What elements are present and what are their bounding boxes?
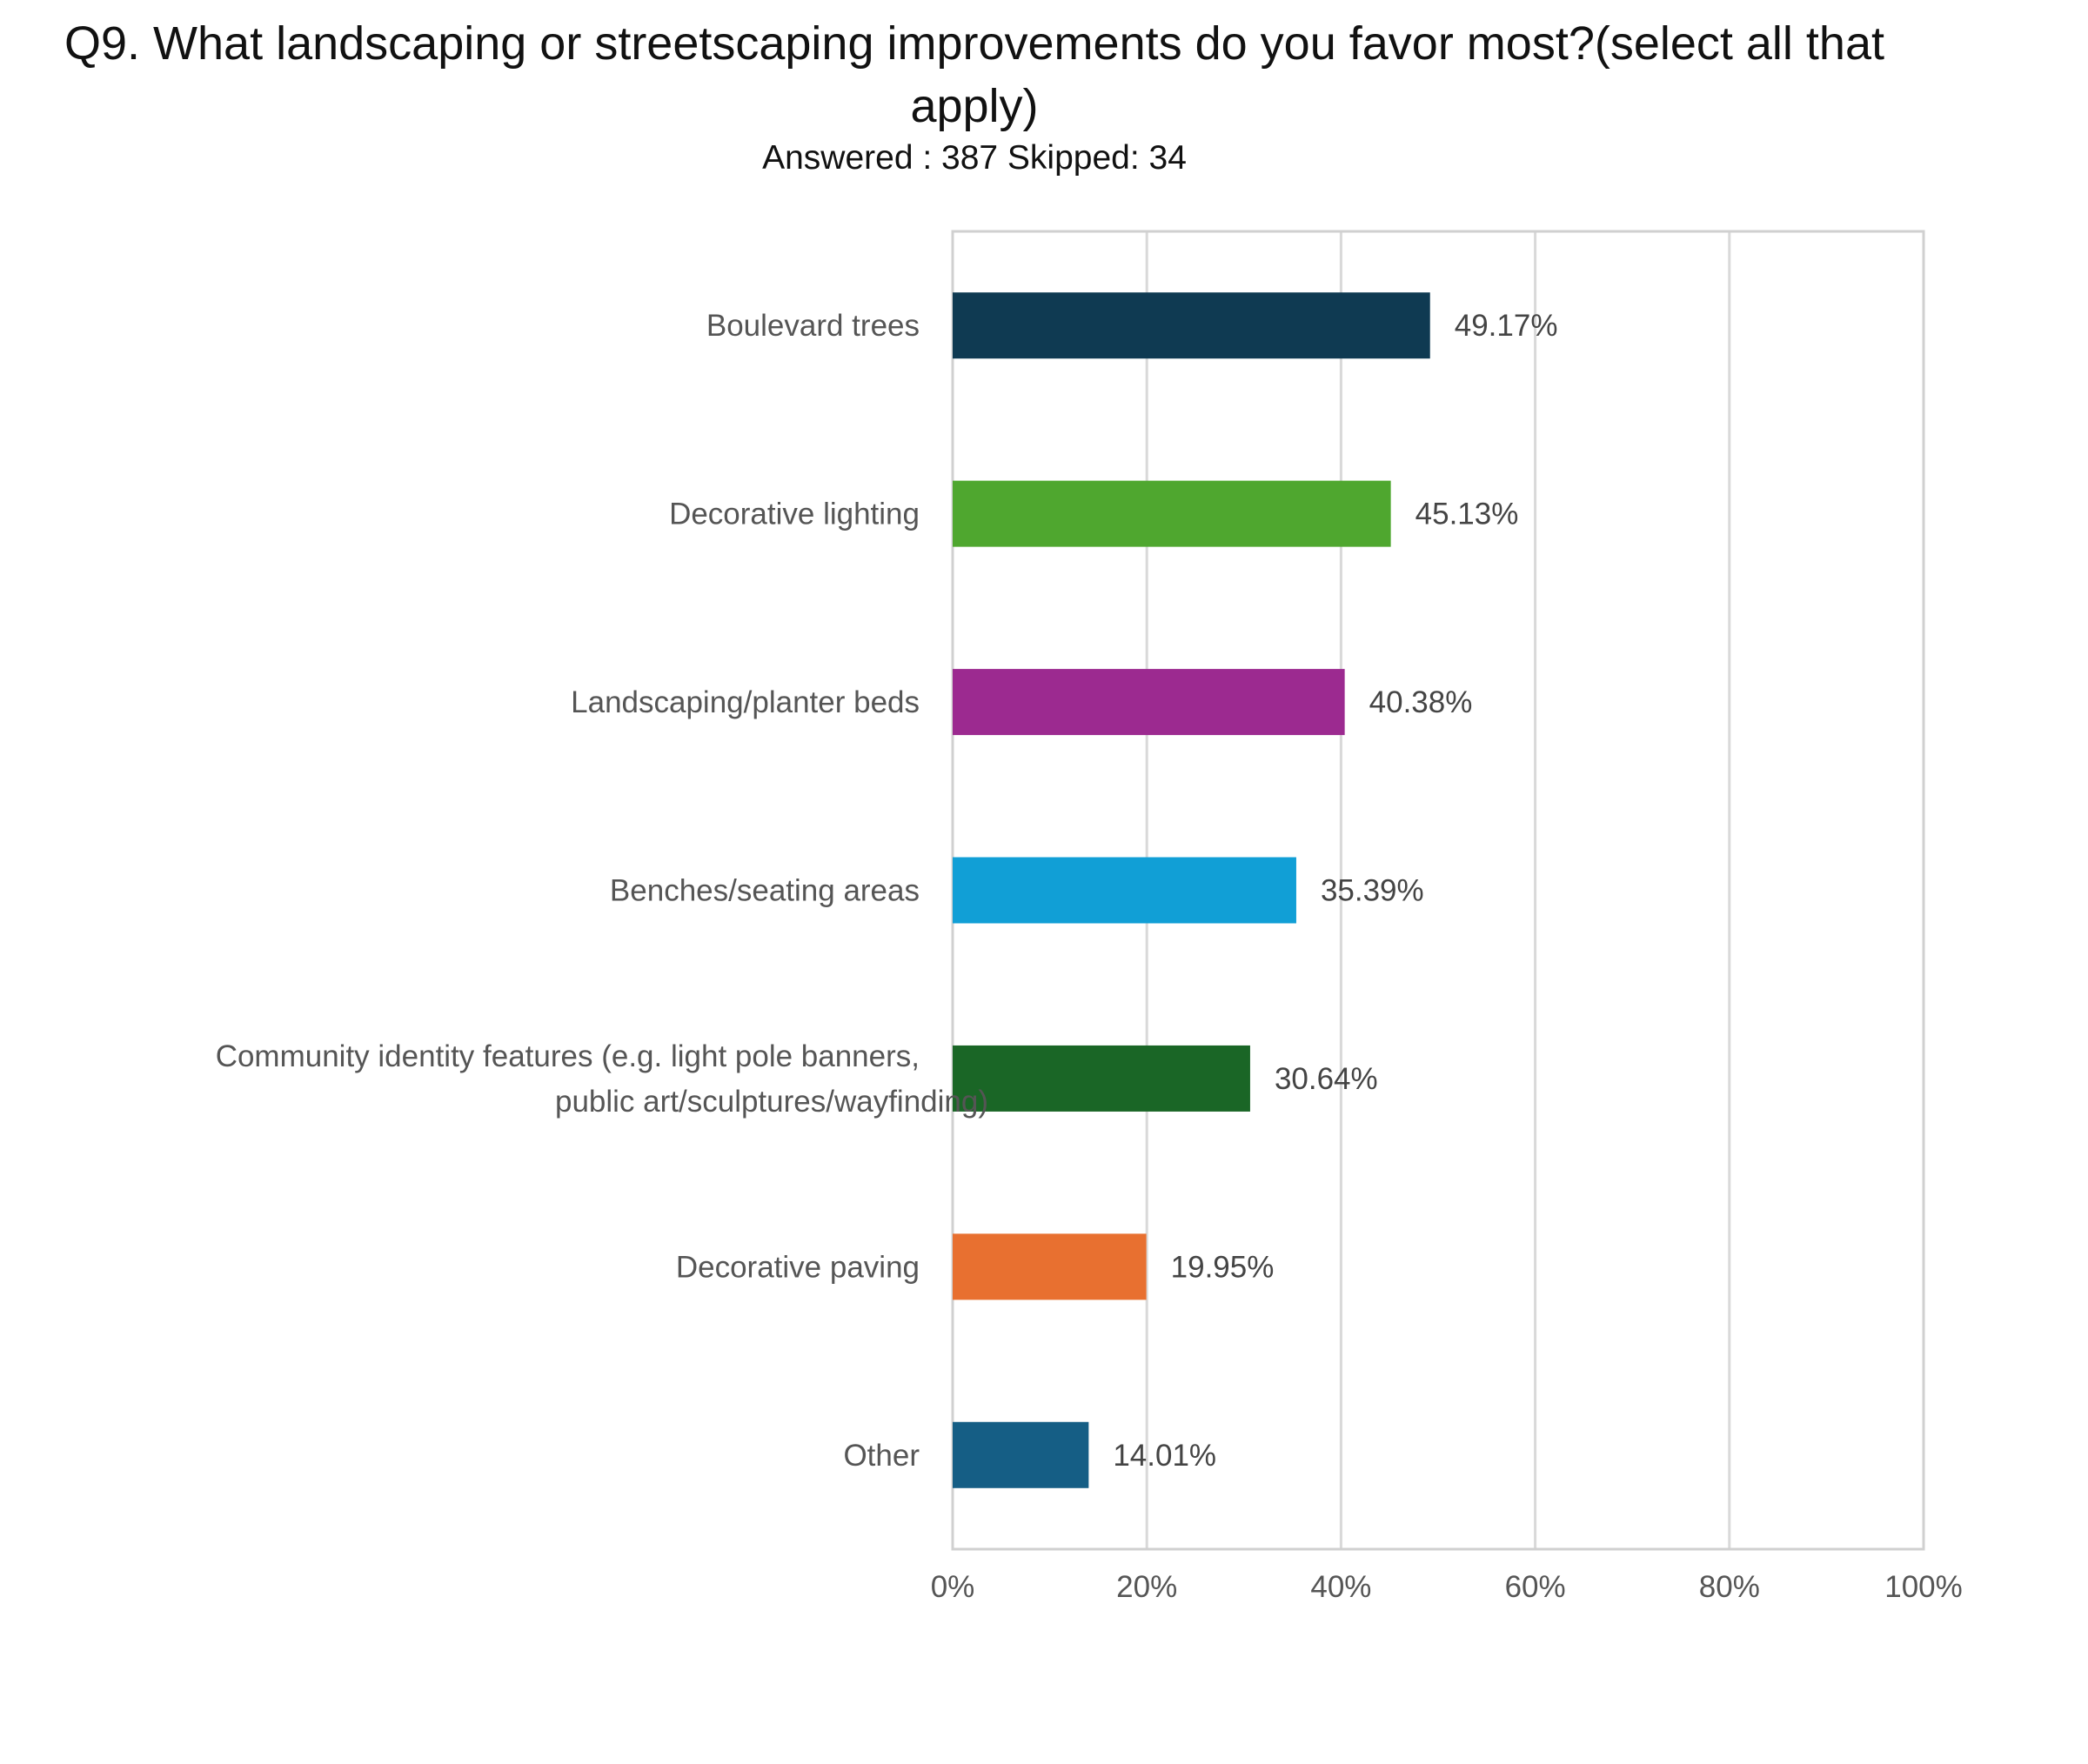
category-label: Other xyxy=(843,1439,920,1473)
category-label: Decorative paving xyxy=(676,1250,920,1284)
bar xyxy=(953,857,1296,924)
category-label: public art/sculptures/wayfinding) xyxy=(555,1085,988,1119)
category-label: Community identity features (e.g. light … xyxy=(216,1039,920,1073)
data-label: 14.01% xyxy=(1113,1439,1216,1473)
x-tick-label: 20% xyxy=(1116,1570,1177,1604)
bar xyxy=(953,480,1391,547)
bar xyxy=(953,1233,1147,1300)
bar xyxy=(953,1421,1089,1488)
data-label: 30.64% xyxy=(1275,1062,1378,1096)
data-label: 49.17% xyxy=(1455,309,1558,343)
data-label: 40.38% xyxy=(1369,685,1473,719)
data-label: 45.13% xyxy=(1415,498,1519,531)
category-label: Boulevard trees xyxy=(706,309,920,343)
bar xyxy=(953,1045,1250,1112)
bar xyxy=(953,669,1345,736)
x-tick-label: 0% xyxy=(931,1570,975,1604)
chart-title: Q9. What landscaping or streetscaping im… xyxy=(64,17,1884,132)
category-label: Decorative lighting xyxy=(669,498,920,531)
category-label: Benches/seating areas xyxy=(610,874,920,908)
x-tick-label: 40% xyxy=(1310,1570,1371,1604)
bar xyxy=(953,292,1430,359)
x-tick-label: 60% xyxy=(1505,1570,1566,1604)
data-label: 19.95% xyxy=(1171,1250,1275,1284)
data-label: 35.39% xyxy=(1321,874,1424,908)
x-tick-label: 100% xyxy=(1884,1570,1963,1604)
x-tick-label: 80% xyxy=(1699,1570,1760,1604)
category-label: Landscaping/planter beds xyxy=(571,685,920,719)
chart-subtitle: Answered : 387 Skipped: 34 xyxy=(762,139,1187,177)
